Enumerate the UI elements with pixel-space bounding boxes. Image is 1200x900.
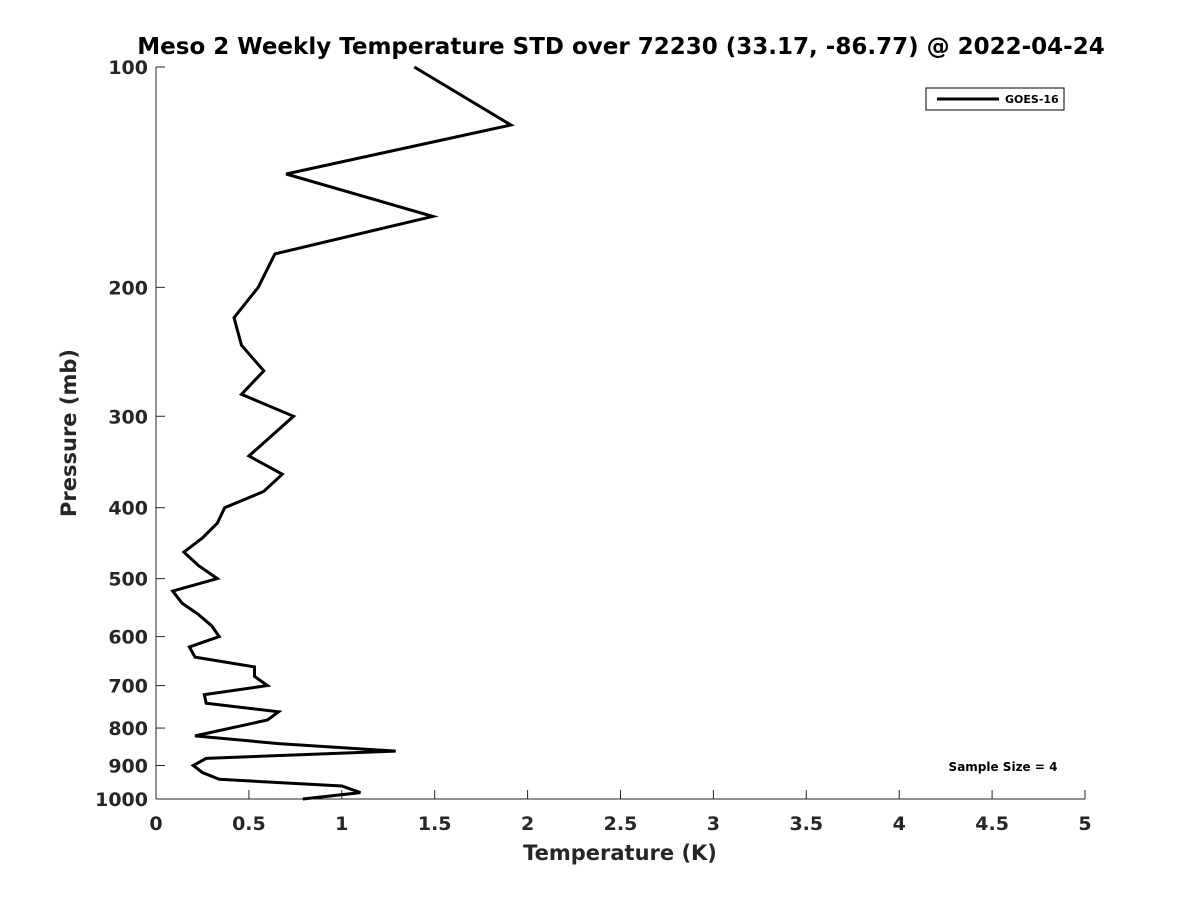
y-tick-label: 300: [108, 406, 148, 428]
y-tick-label: 100: [108, 57, 148, 79]
legend: GOES-16: [925, 87, 1065, 111]
chart-title: Meso 2 Weekly Temperature STD over 72230…: [137, 34, 1104, 60]
y-tick-label: 400: [108, 498, 148, 520]
x-tick-label: 5: [1078, 813, 1091, 835]
x-axis-label: Temperature (K): [523, 841, 717, 865]
x-tick-label: 1.5: [418, 813, 452, 835]
y-tick-label: 600: [108, 627, 148, 649]
x-tick-label: 2: [521, 813, 534, 835]
y-tick-label: 500: [108, 569, 148, 591]
x-tick-label: 4: [893, 813, 906, 835]
x-tick-label: 4.5: [975, 813, 1009, 835]
y-tick-label: 200: [108, 277, 148, 299]
y-tick-label: 800: [108, 718, 148, 740]
y-tick-label: 700: [108, 676, 148, 698]
sample-size-annotation: Sample Size = 4: [949, 760, 1058, 774]
x-tick-label: 2.5: [604, 813, 638, 835]
x-tick-label: 1: [335, 813, 348, 835]
series-line-goes-16: [170, 65, 515, 801]
x-tick-label: 0: [149, 813, 162, 835]
x-tick-label: 0.5: [232, 813, 266, 835]
legend-label-goes-16: GOES-16: [1005, 93, 1059, 106]
y-tick-label: 900: [108, 756, 148, 778]
y-axis-label: Pressure (mb): [57, 349, 81, 517]
x-tick-label: 3.5: [789, 813, 823, 835]
x-tick-label: 3: [707, 813, 720, 835]
y-tick-label: 1000: [95, 789, 148, 811]
